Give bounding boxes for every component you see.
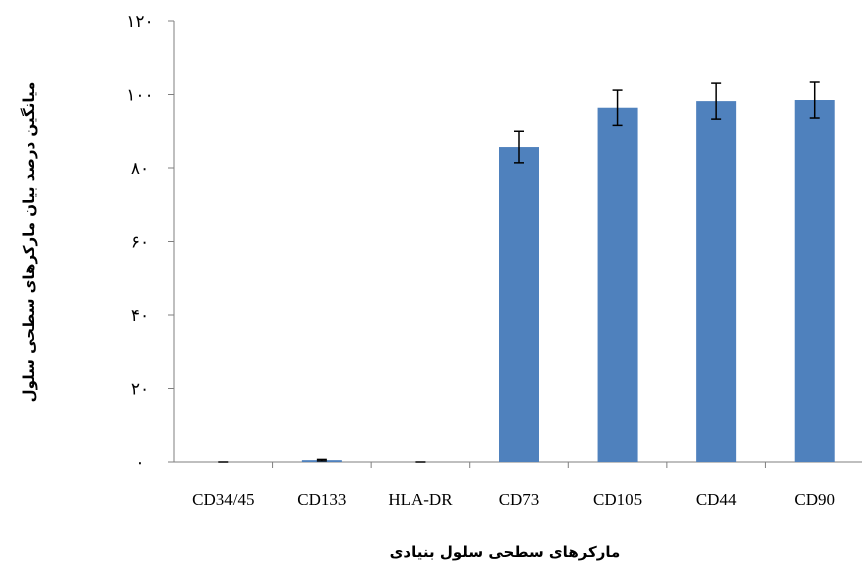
y-tick-label: ٨٠ xyxy=(131,159,149,178)
y-tick-label: ٢٠ xyxy=(131,380,149,399)
x-tick-label: CD133 xyxy=(297,490,346,509)
x-tick-label: CD34/45 xyxy=(192,490,254,509)
y-tick-label: ١٢٠ xyxy=(126,12,153,31)
y-axis-ticks: ٠ ٢٠ ۴٠ ۶٠ ٨٠ ١٠٠ ١٢٠ xyxy=(126,12,174,472)
y-tick-label: ۶٠ xyxy=(131,233,149,252)
y-tick-label: ۴٠ xyxy=(131,306,149,325)
y-tick-label: ١٠٠ xyxy=(126,86,153,105)
x-tick-label: CD44 xyxy=(696,490,737,509)
x-tick-label: CD105 xyxy=(593,490,642,509)
y-axis-title: میانگین درصد بیان مارکرهای سطحی سلول xyxy=(20,82,38,403)
y-tick-label: ٠ xyxy=(135,453,144,472)
bar xyxy=(597,107,638,462)
x-axis-ticks: CD34/45 CD133 HLA-DR CD73 CD105 CD44 CD90 xyxy=(192,462,835,509)
bars xyxy=(203,100,835,463)
x-tick-label: CD90 xyxy=(794,490,835,509)
error-bars xyxy=(218,81,820,463)
x-axis-title: مارکرهای سطحی سلول بنیادی xyxy=(390,543,621,561)
bar xyxy=(794,100,835,462)
bar xyxy=(696,101,737,463)
x-tick-label: HLA-DR xyxy=(388,490,453,509)
x-tick-label: CD73 xyxy=(499,490,540,509)
bar xyxy=(499,147,539,463)
